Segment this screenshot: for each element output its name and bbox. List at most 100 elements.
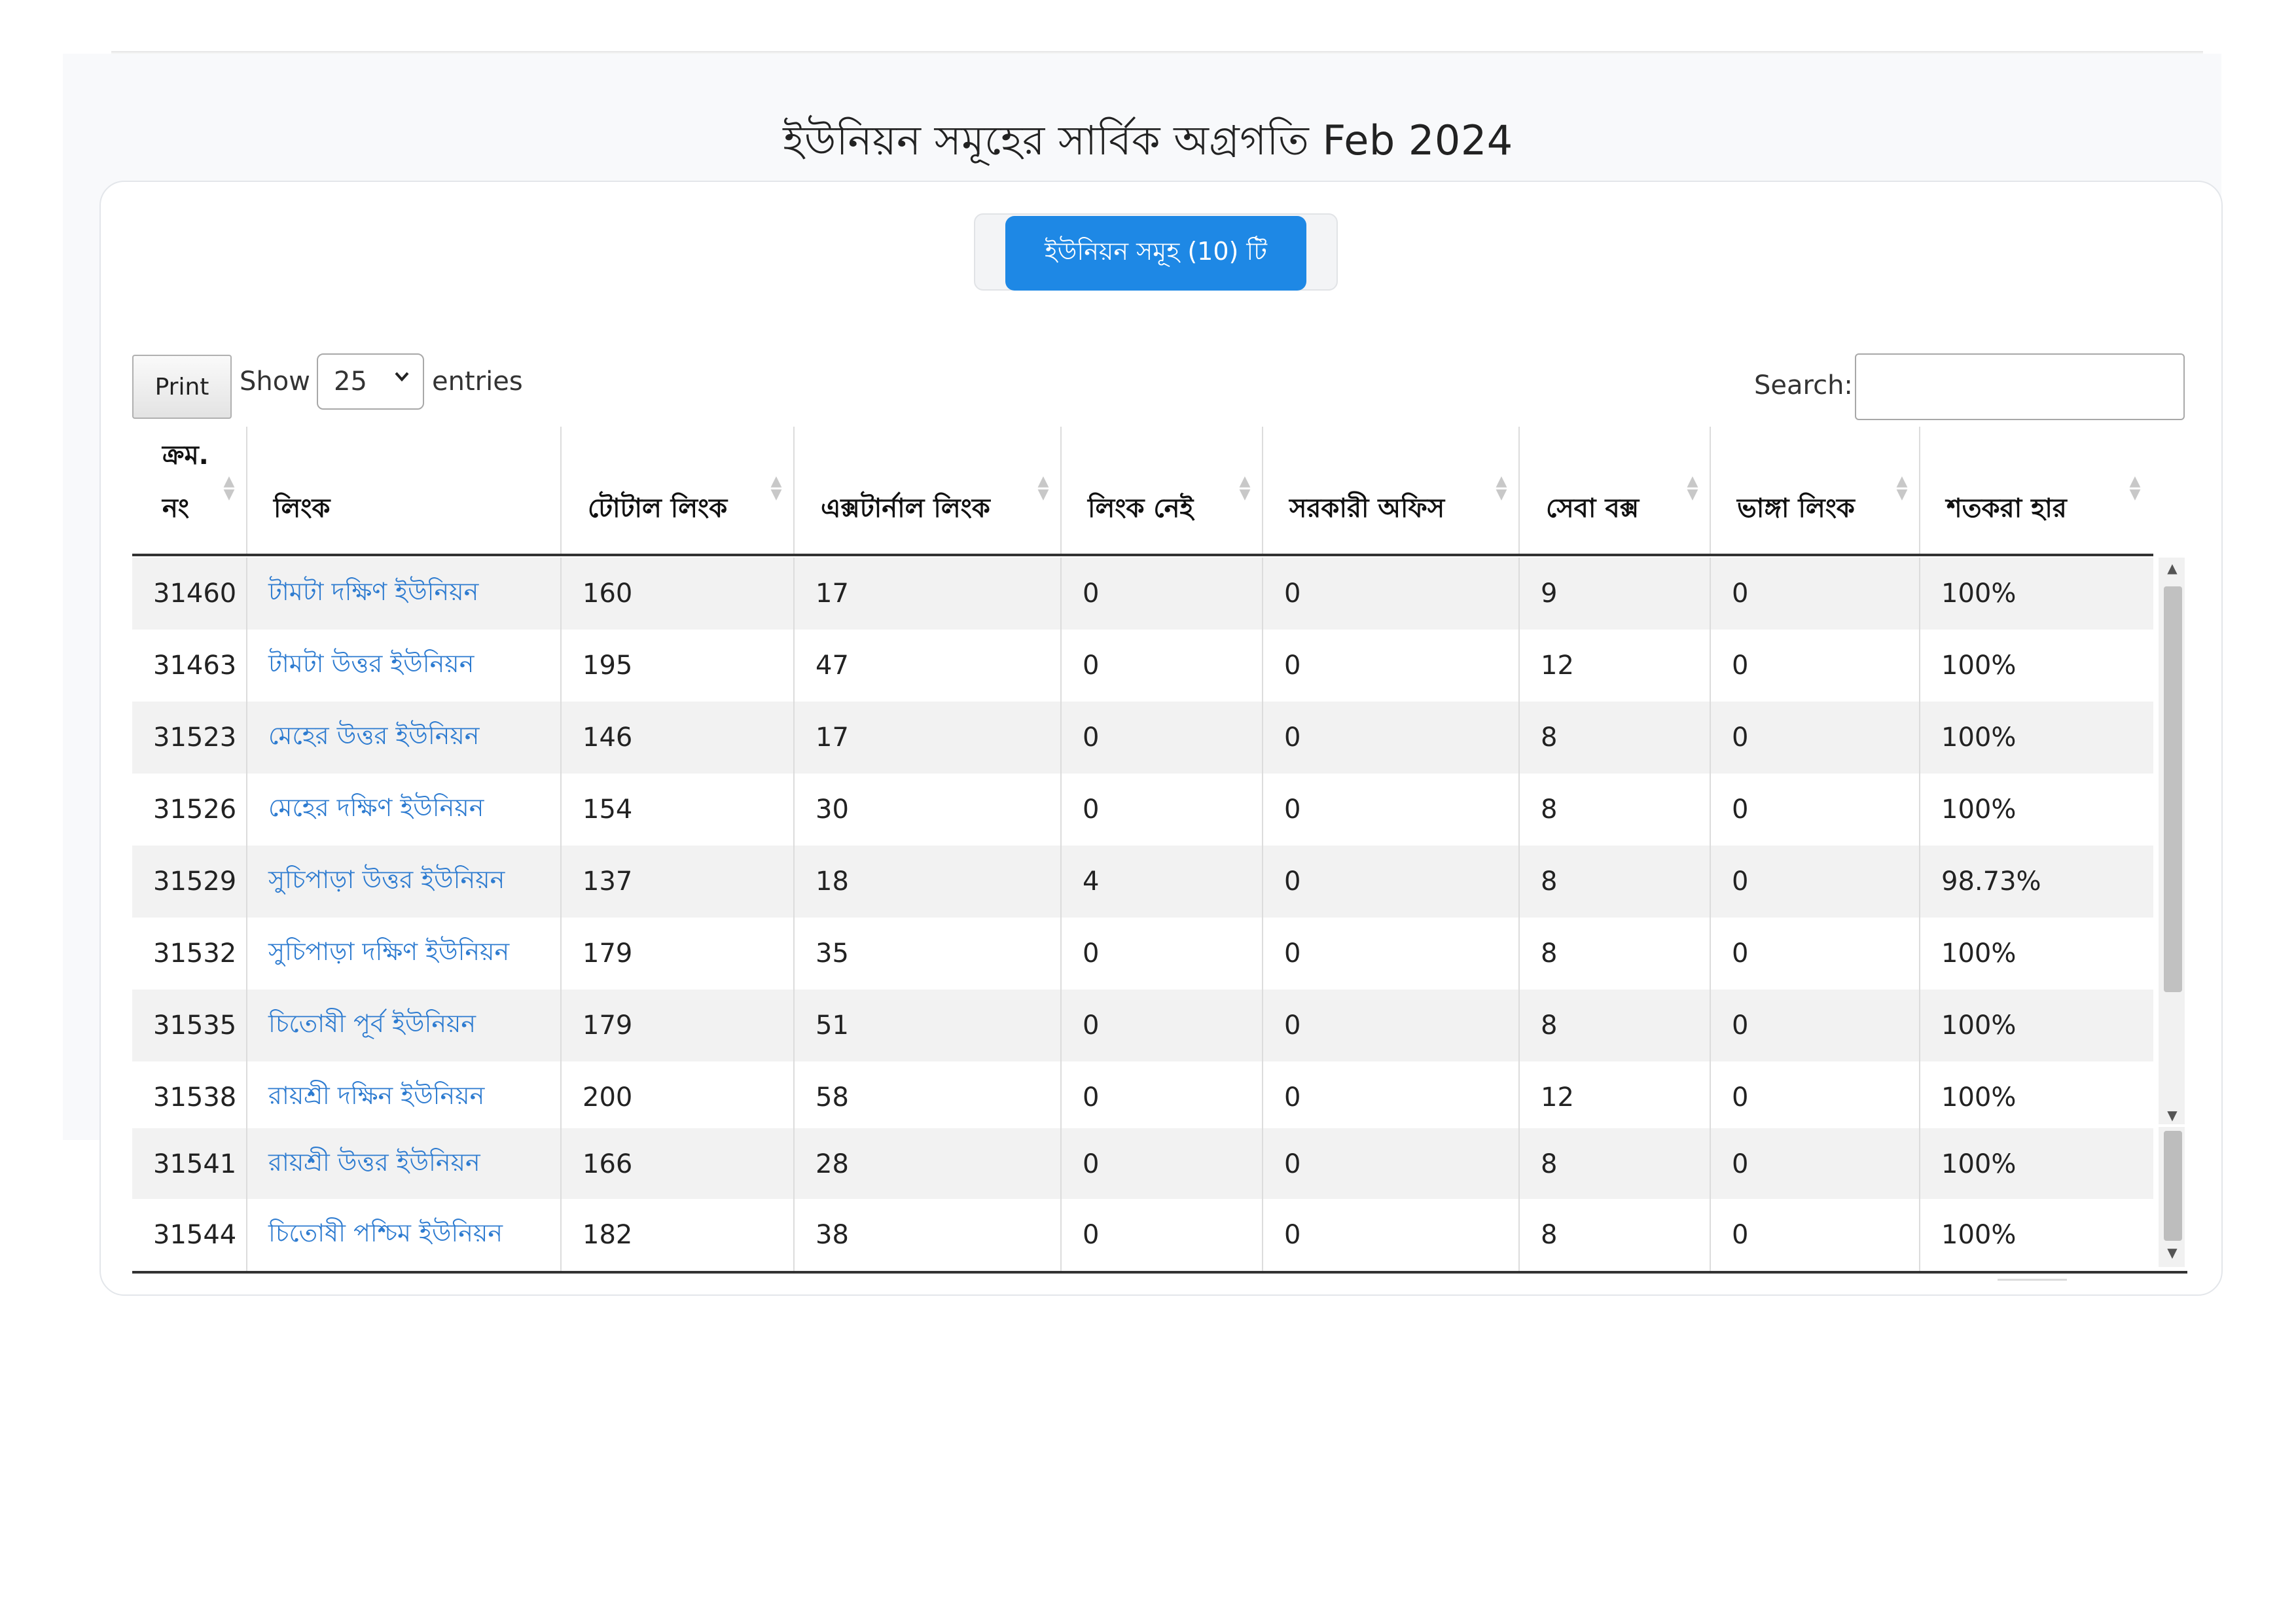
column-divider	[246, 1128, 247, 1200]
header-total-link[interactable]: টোটাল লিংক ▲ ▼	[562, 427, 795, 555]
cell-percentage: 100%	[1941, 651, 2017, 681]
header-govt-office-label: সরকারী অফিস	[1289, 493, 1445, 524]
print-button[interactable]: Print	[132, 355, 232, 419]
header-external-link[interactable]: এক্সটার্নাল লিংক ▲ ▼	[795, 427, 1062, 555]
table-row: 31529 সুচিপাড়া উত্তর ইউনিয়ন 137 18 4 0 8 0 98.…	[132, 846, 2153, 918]
header-serial[interactable]: ক্রম. নং ▲ ▼	[132, 427, 247, 555]
header-govt-office[interactable]: সরকারী অফিস ▲ ▼	[1263, 427, 1520, 555]
column-divider	[1060, 990, 1062, 1061]
header-broken-link[interactable]: ভাঙ্গা লিংক ▲ ▼	[1711, 427, 1920, 555]
sort-arrows-icon[interactable]: ▲ ▼	[2129, 473, 2141, 503]
entries-select-value: 25	[334, 366, 367, 397]
cell-union-link[interactable]: চিতোষী পশ্চিম ইউনিয়ন	[268, 1219, 503, 1247]
cell-union-link[interactable]: সুচিপাড়া উত্তর ইউনিয়ন	[268, 865, 505, 894]
cell-serial: 31529	[153, 866, 237, 897]
column-divider	[246, 1199, 247, 1271]
column-divider	[1518, 558, 1520, 630]
header-percentage[interactable]: শতকরা হার ▲ ▼	[1920, 427, 2153, 555]
top-bar-shadow	[111, 51, 2203, 55]
column-divider	[1518, 1061, 1520, 1133]
cell-external-link: 18	[816, 866, 849, 897]
cell-no-link: 0	[1083, 794, 1100, 825]
column-divider	[793, 1061, 795, 1133]
scroll-down-icon[interactable]: ▼	[2167, 1245, 2178, 1260]
scroll-down-icon[interactable]: ▼	[2167, 1107, 2178, 1123]
column-divider	[1919, 846, 1920, 918]
column-divider	[1060, 558, 1062, 630]
cell-union-link[interactable]: টামটা দক্ষিণ ইউনিয়ন	[268, 577, 479, 606]
column-divider	[793, 630, 795, 702]
column-divider	[560, 630, 562, 702]
cell-union-link[interactable]: টামটা উত্তর ইউনিয়ন	[268, 649, 475, 678]
column-divider	[1060, 630, 1062, 702]
scroll-thumb-lower[interactable]	[2164, 1131, 2182, 1241]
cell-external-link: 35	[816, 938, 849, 969]
sort-arrows-icon[interactable]: ▲ ▼	[1496, 473, 1507, 503]
column-divider	[1262, 774, 1263, 846]
cell-percentage: 100%	[1941, 794, 2017, 825]
column-divider	[1919, 630, 1920, 702]
header-link[interactable]: লিংক	[247, 427, 562, 555]
header-no-link-label: লিংক নেই	[1088, 493, 1194, 524]
sort-arrows-icon[interactable]: ▲ ▼	[223, 473, 235, 503]
cell-service-box: 8	[1541, 1010, 1558, 1041]
cell-serial: 31532	[153, 938, 237, 969]
column-divider	[1919, 558, 1920, 630]
cell-external-link: 47	[816, 651, 849, 681]
scroll-up-icon[interactable]: ▲	[2167, 560, 2178, 576]
column-divider	[1919, 427, 1920, 555]
column-divider	[560, 702, 562, 774]
cell-percentage: 100%	[1941, 1220, 2017, 1250]
cell-no-link: 0	[1083, 579, 1100, 609]
table-header: ক্রম. নং ▲ ▼ লিংক টোটাল লিংক ▲ ▼ এক্সটার্নাল লিং…	[132, 427, 2153, 556]
cell-no-link: 0	[1083, 1220, 1100, 1250]
sort-arrows-icon[interactable]: ▲ ▼	[1239, 473, 1251, 503]
header-service-box[interactable]: সেবা বক্স ▲ ▼	[1520, 427, 1711, 555]
cell-serial: 31463	[153, 651, 237, 681]
cell-total-link: 160	[583, 579, 633, 609]
cell-service-box: 8	[1541, 1149, 1558, 1179]
cell-union-link[interactable]: মেহের দক্ষিণ ইউনিয়ন	[268, 793, 484, 822]
table-row: 31526 মেহের দক্ষিণ ইউনিয়ন 154 30 0 0 8 0 100%	[132, 774, 2153, 846]
table-scrollbar[interactable]: ▲ ▼	[2159, 558, 2185, 1124]
column-divider	[1060, 702, 1062, 774]
column-divider	[1060, 846, 1062, 918]
union-count-button[interactable]: ইউনিয়ন সমূহ (10) টি	[1005, 216, 1306, 291]
cell-broken-link: 0	[1732, 1220, 1749, 1250]
header-no-link[interactable]: লিংক নেই ▲ ▼	[1062, 427, 1263, 555]
column-divider	[246, 558, 247, 630]
table-row: 31541 রায়শ্রী উত্তর ইউনিয়ন 166 28 0 0 8 0 100%	[132, 1128, 2153, 1200]
sort-arrows-icon[interactable]: ▲ ▼	[1037, 473, 1049, 503]
cell-union-link[interactable]: রায়শ্রী দক্ষিন ইউনিয়ন	[268, 1081, 485, 1110]
cell-union-link[interactable]: রায়শ্রী উত্তর ইউনিয়ন	[268, 1148, 480, 1177]
cell-union-link[interactable]: মেহের উত্তর ইউনিয়ন	[268, 721, 480, 750]
column-divider	[1518, 702, 1520, 774]
sort-arrows-icon[interactable]: ▲ ▼	[1687, 473, 1698, 503]
scroll-thumb[interactable]	[2164, 586, 2182, 992]
cell-external-link: 51	[816, 1010, 849, 1041]
column-divider	[246, 702, 247, 774]
entries-select[interactable]: 25	[317, 353, 424, 410]
column-divider	[1060, 774, 1062, 846]
cell-govt-office: 0	[1284, 866, 1301, 897]
search-input[interactable]	[1855, 353, 2185, 420]
column-divider	[1710, 846, 1711, 918]
sort-arrows-icon[interactable]: ▲ ▼	[1896, 473, 1908, 503]
column-divider	[1060, 427, 1062, 555]
column-divider	[1919, 1061, 1920, 1133]
table-scrollbar-lower[interactable]: ▼	[2159, 1127, 2185, 1267]
show-label: Show	[240, 366, 310, 397]
cell-percentage: 100%	[1941, 938, 2017, 969]
column-divider	[246, 846, 247, 918]
cell-union-link[interactable]: সুচিপাড়া দক্ষিণ ইউনিয়ন	[268, 937, 510, 966]
column-divider	[560, 1128, 562, 1200]
header-percentage-label: শতকরা হার	[1946, 493, 2067, 524]
cell-broken-link: 0	[1732, 651, 1749, 681]
cell-serial: 31523	[153, 722, 237, 753]
column-divider	[1710, 702, 1711, 774]
cell-union-link[interactable]: চিতোষী পূর্ব ইউনিয়ন	[268, 1009, 476, 1038]
entries-label: entries	[432, 366, 523, 397]
cell-broken-link: 0	[1732, 722, 1749, 753]
sort-arrows-icon[interactable]: ▲ ▼	[770, 473, 782, 503]
column-divider	[1262, 630, 1263, 702]
